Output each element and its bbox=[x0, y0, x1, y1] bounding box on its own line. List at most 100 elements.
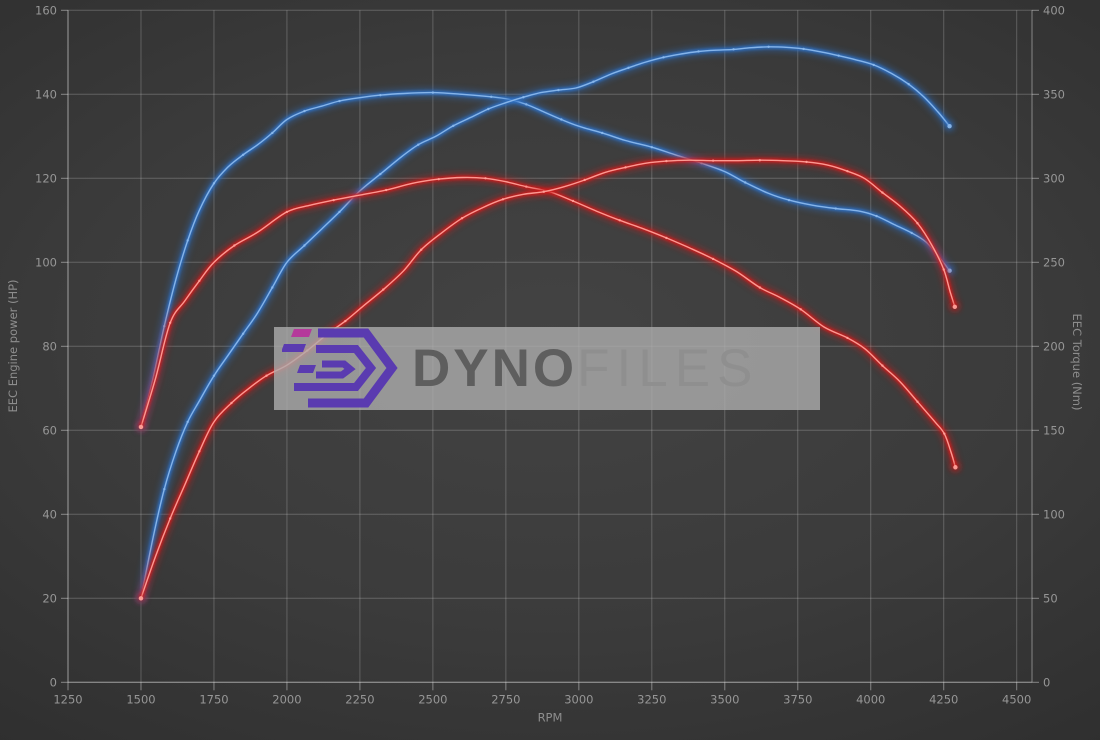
endpoint-dot bbox=[138, 596, 144, 601]
data-point-marker bbox=[916, 400, 919, 403]
watermark-brand-files: FILES bbox=[577, 339, 760, 398]
y-right-tick-label: 0 bbox=[1043, 675, 1050, 689]
data-point-marker bbox=[437, 177, 440, 181]
x-tick-label: 3750 bbox=[783, 692, 812, 706]
data-point-marker bbox=[484, 177, 487, 180]
data-point-marker bbox=[758, 286, 762, 289]
data-point-marker bbox=[662, 56, 665, 59]
data-point-marker bbox=[198, 279, 201, 282]
data-point-marker bbox=[186, 239, 189, 242]
left-axis-title: EEC Engine power (HP) bbox=[6, 279, 20, 412]
y-left-tick-label: 80 bbox=[42, 339, 57, 353]
data-point-marker bbox=[452, 124, 455, 128]
y-left-tick-label: 20 bbox=[42, 591, 57, 605]
data-point-marker bbox=[198, 450, 201, 453]
logo-speed-stripe bbox=[282, 344, 306, 352]
axis-tick-labels: 1250 1500 1750 2000 2250 2500 2750 3000 3250 3500… bbox=[35, 3, 1065, 706]
x-tick-label: 1500 bbox=[126, 692, 155, 706]
data-point-marker bbox=[168, 517, 172, 520]
data-point-marker bbox=[384, 188, 388, 192]
data-point-marker bbox=[799, 308, 802, 311]
endpoint-dot bbox=[947, 124, 952, 129]
data-point-marker bbox=[168, 321, 172, 324]
data-point-marker bbox=[805, 160, 808, 164]
data-point-marker bbox=[942, 268, 945, 271]
y-left-tick-label: 60 bbox=[42, 423, 57, 437]
data-point-marker bbox=[487, 107, 490, 111]
endpoint-dot bbox=[138, 424, 144, 430]
data-point-marker bbox=[241, 332, 245, 335]
data-point-marker bbox=[560, 118, 563, 121]
data-point-marker bbox=[163, 487, 166, 491]
data-point-marker bbox=[834, 207, 837, 210]
right-axis-title: EEC Torque (Nm) bbox=[1070, 314, 1084, 411]
watermark-brand: DYNO FILES bbox=[412, 327, 759, 410]
data-point-marker bbox=[285, 210, 289, 214]
data-point-marker bbox=[382, 288, 385, 291]
data-point-marker bbox=[303, 244, 306, 247]
y-right-tick-label: 100 bbox=[1043, 507, 1065, 521]
data-point-marker bbox=[758, 159, 762, 162]
data-point-marker bbox=[212, 374, 216, 377]
x-tick-label: 2000 bbox=[272, 692, 301, 706]
data-point-marker bbox=[732, 48, 735, 51]
data-point-marker bbox=[627, 66, 630, 70]
data-point-marker bbox=[186, 420, 189, 424]
data-point-marker bbox=[837, 54, 840, 57]
data-point-marker bbox=[881, 364, 884, 367]
data-point-marker bbox=[875, 214, 878, 218]
y-left-tick-label: 0 bbox=[50, 675, 57, 689]
axis-frame bbox=[67, 10, 1033, 683]
y-right-tick-label: 50 bbox=[1043, 591, 1058, 605]
y-right-tick-label: 200 bbox=[1043, 339, 1065, 353]
y-right-tick-label: 300 bbox=[1043, 171, 1065, 185]
data-point-marker bbox=[907, 83, 910, 86]
data-point-marker bbox=[881, 191, 884, 194]
y-left-tick-label: 40 bbox=[42, 507, 57, 521]
x-tick-label: 2250 bbox=[345, 692, 374, 706]
data-point-marker bbox=[525, 103, 528, 106]
data-point-marker bbox=[711, 257, 715, 261]
data-point-marker bbox=[233, 244, 236, 247]
data-point-marker bbox=[338, 99, 341, 103]
data-point-marker bbox=[571, 199, 575, 203]
data-point-marker bbox=[303, 109, 306, 113]
data-point-marker bbox=[600, 131, 604, 135]
watermark-brand-dyno: DYNO bbox=[412, 339, 578, 398]
data-point-marker bbox=[767, 45, 770, 49]
data-point-marker bbox=[697, 50, 700, 53]
watermark: DYNO FILES bbox=[274, 327, 820, 410]
data-point-marker bbox=[522, 96, 525, 99]
y-right-tick-label: 400 bbox=[1043, 3, 1065, 17]
data-point-marker bbox=[338, 210, 341, 214]
dynofiles-logo-icon bbox=[282, 328, 398, 408]
curve-glow bbox=[136, 172, 960, 469]
series-blue-power bbox=[136, 42, 955, 603]
logo-inner-dash bbox=[297, 365, 316, 373]
x-tick-label: 1250 bbox=[53, 692, 82, 706]
x-tick-label: 4000 bbox=[856, 692, 885, 706]
x-axis-title: RPM bbox=[538, 710, 563, 724]
data-point-marker bbox=[332, 198, 335, 202]
x-tick-label: 3000 bbox=[564, 692, 593, 706]
data-point-marker bbox=[711, 159, 715, 162]
endpoint-dot bbox=[952, 304, 958, 310]
data-point-marker bbox=[344, 319, 347, 323]
data-point-marker bbox=[420, 248, 423, 251]
data-point-marker bbox=[916, 222, 919, 225]
data-point-marker bbox=[665, 159, 668, 163]
y-left-tick-label: 160 bbox=[35, 3, 57, 17]
axis-titles: EEC Engine power (HP) EEC Torque (Nm) RPM bbox=[6, 279, 1084, 724]
data-point-marker bbox=[665, 236, 668, 240]
curve-core bbox=[140, 176, 957, 468]
data-point-marker bbox=[230, 401, 233, 405]
data-point-marker bbox=[943, 432, 946, 435]
data-point-marker bbox=[846, 336, 849, 340]
x-tick-label: 2500 bbox=[418, 692, 447, 706]
data-point-marker bbox=[557, 88, 560, 92]
gridlines bbox=[67, 9, 1032, 683]
series-red-power bbox=[136, 155, 960, 603]
x-tick-label: 1750 bbox=[199, 692, 228, 706]
